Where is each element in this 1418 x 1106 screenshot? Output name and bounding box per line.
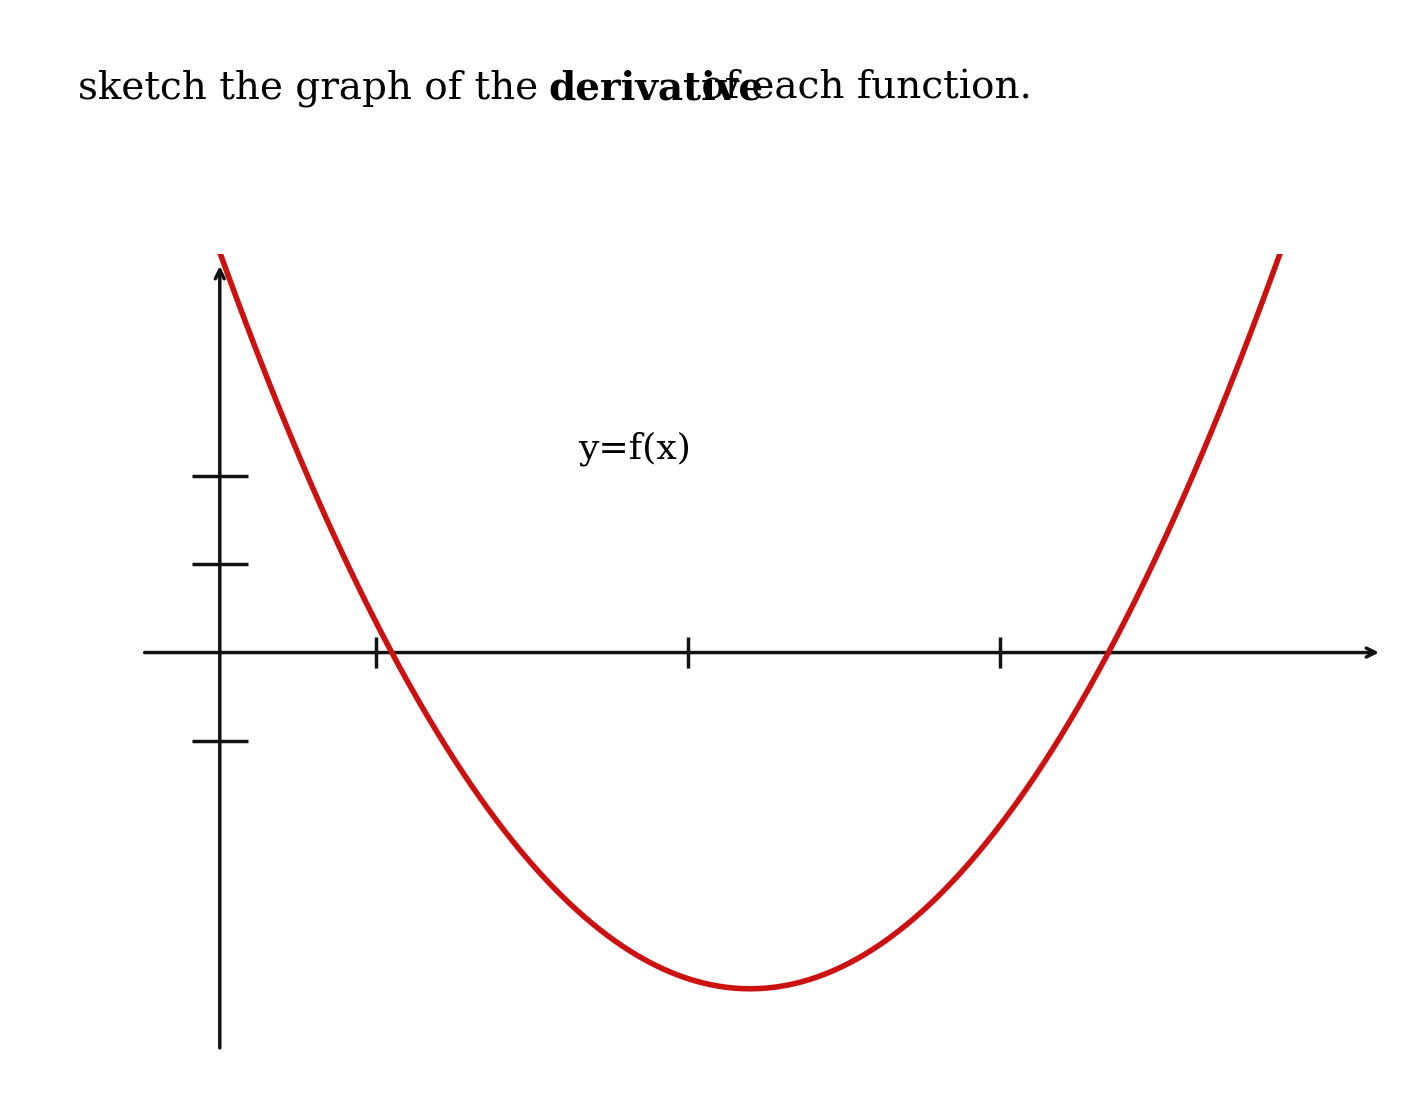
Text: sketch the graph of the: sketch the graph of the [78,70,550,107]
Text: y=f(x): y=f(x) [579,431,692,467]
Text: derivative: derivative [549,70,764,107]
Text: of each function.: of each function. [689,70,1032,107]
